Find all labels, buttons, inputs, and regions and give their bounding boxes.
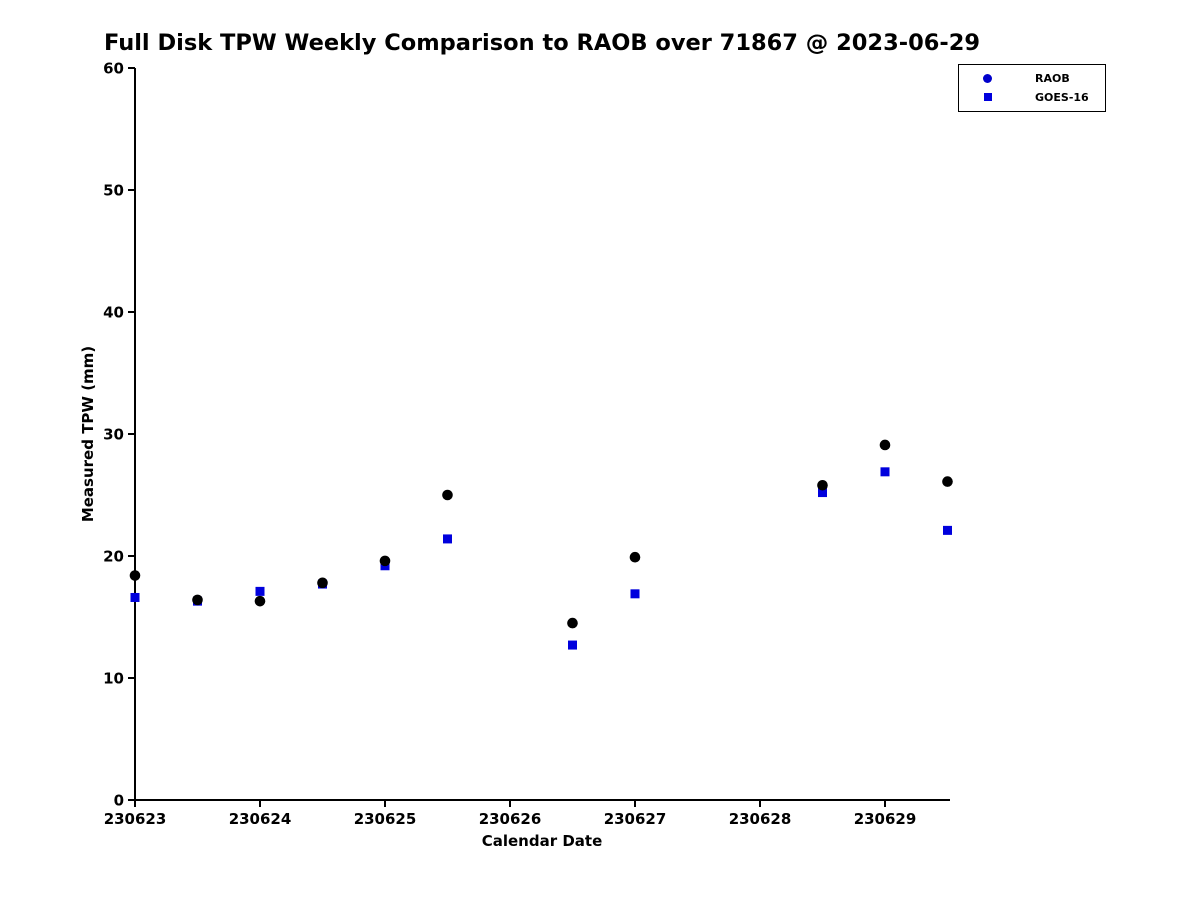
x-tick-label: 230628	[729, 810, 792, 828]
goes16-point	[630, 589, 640, 599]
y-tick-label: 10	[103, 670, 124, 688]
y-tick-label: 20	[103, 548, 124, 566]
legend-item-raob: RAOB	[959, 71, 1105, 85]
raob-point	[942, 476, 953, 487]
goes16-point	[880, 467, 890, 477]
x-axis-label: Calendar Date	[481, 832, 603, 850]
raob-point	[317, 577, 328, 589]
raob-point	[129, 570, 141, 581]
raob-point	[879, 439, 891, 451]
x-tick-label: 230623	[104, 810, 167, 828]
goes16-marker-icon	[984, 93, 992, 101]
x-tick-label: 230624	[229, 810, 292, 828]
chart-title: Full Disk TPW Weekly Comparison to RAOB …	[103, 30, 981, 56]
goes16-point	[130, 592, 140, 602]
goes16-point	[818, 488, 827, 498]
raob-marker-icon	[983, 73, 992, 83]
y-tick-label: 50	[103, 182, 124, 200]
x-tick-label: 230625	[354, 810, 417, 828]
x-tick-label: 230626	[479, 810, 542, 828]
goes16-point	[943, 525, 952, 535]
raob-point	[192, 594, 203, 606]
raob-point	[254, 595, 266, 607]
raob-point	[817, 479, 828, 491]
y-tick-label: 60	[103, 60, 124, 78]
raob-point	[442, 489, 453, 501]
legend-item-goes16: GOES-16	[959, 90, 1105, 104]
legend: RAOB GOES-16	[958, 64, 1106, 112]
goes16-point	[568, 640, 577, 650]
y-tick-label: 40	[103, 304, 124, 322]
y-tick-label: 30	[103, 426, 124, 444]
legend-label-goes16: GOES-16	[1035, 90, 1089, 104]
raob-point	[379, 555, 391, 567]
goes16-point	[255, 586, 265, 596]
y-tick-label: 0	[114, 792, 124, 810]
legend-label-raob: RAOB	[1035, 71, 1070, 85]
raob-point	[629, 551, 641, 563]
raob-point	[567, 617, 578, 629]
x-tick-label: 230629	[854, 810, 917, 828]
x-tick-label: 230627	[604, 810, 667, 828]
goes16-point	[443, 534, 452, 544]
